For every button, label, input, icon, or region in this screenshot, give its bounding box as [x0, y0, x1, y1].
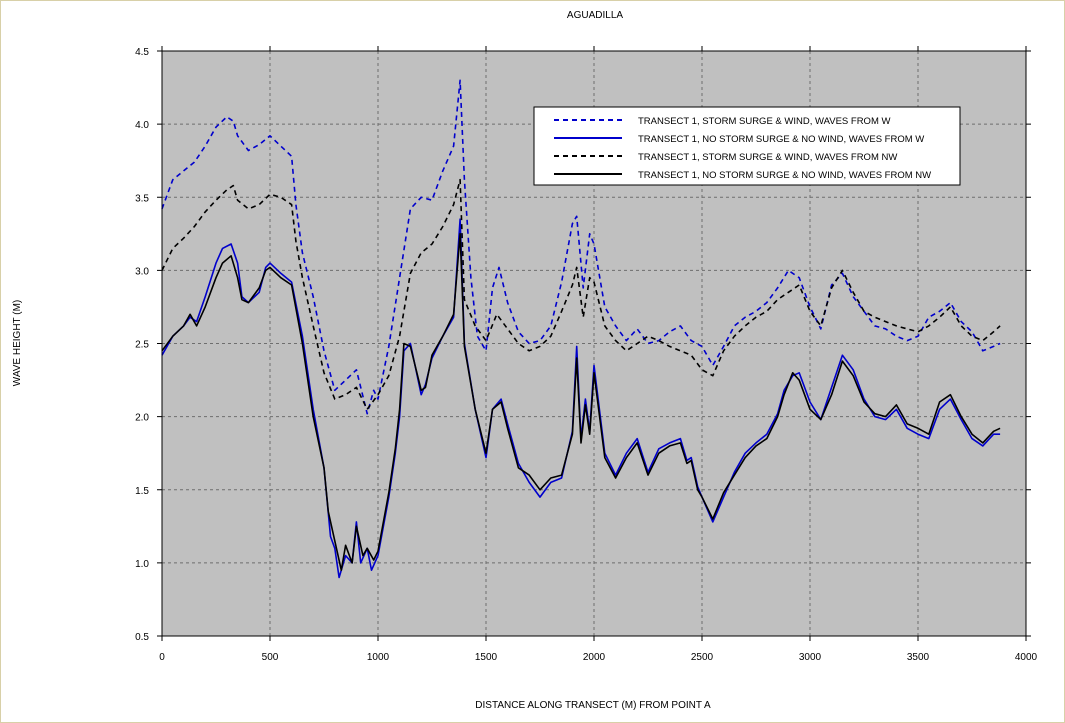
series-line-4 — [161, 233, 1001, 572]
x-tick-label: 2000 — [583, 652, 606, 663]
x-tick-label: 4000 — [1015, 652, 1038, 663]
legend-label: TRANSECT 1, STORM SURGE & WIND, WAVES FR… — [638, 152, 897, 163]
x-tick-label: 3000 — [799, 652, 822, 663]
series-group — [161, 79, 1001, 579]
legend-label: TRANSECT 1, NO STORM SURGE & NO WIND, WA… — [638, 170, 931, 181]
y-tick-label: 2.0 — [135, 413, 149, 424]
x-tick-label: 1000 — [367, 652, 390, 663]
x-tick-label: 1500 — [475, 652, 498, 663]
chart-title: AGUADILLA — [567, 10, 623, 21]
series-line-1 — [161, 79, 1001, 415]
y-tick-label: 4.0 — [135, 120, 149, 131]
y-tick-label: 2.5 — [135, 340, 149, 351]
legend-box — [533, 106, 961, 186]
y-tick-label: 3.5 — [135, 193, 149, 204]
series-line-3 — [161, 178, 1001, 411]
axis-ticks: 0 500 1000 1500 2000 2500 3000 3500 4000 0.5 1.0 1.… — [135, 46, 1038, 663]
y-tick-label: 4.5 — [135, 47, 149, 58]
y-tick-label: 1.0 — [135, 559, 149, 570]
y-axis-label: WAVE HEIGHT (M) — [12, 300, 23, 386]
x-tick-label: 0 — [159, 652, 165, 663]
legend-label: TRANSECT 1, STORM SURGE & WIND, WAVES FR… — [638, 116, 891, 127]
x-tick-label: 500 — [262, 652, 279, 663]
y-tick-label: 0.5 — [135, 632, 149, 643]
x-axis-label: DISTANCE ALONG TRANSECT (M) FROM POINT A — [475, 700, 711, 711]
y-tick-label: 3.0 — [135, 266, 149, 277]
x-tick-label: 2500 — [691, 652, 714, 663]
x-tick-label: 3500 — [907, 652, 930, 663]
y-tick-label: 1.5 — [135, 486, 149, 497]
legend: TRANSECT 1, STORM SURGE & WIND, WAVES FR… — [533, 106, 961, 186]
legend-label: TRANSECT 1, NO STORM SURGE & NO WIND, WA… — [638, 134, 924, 145]
